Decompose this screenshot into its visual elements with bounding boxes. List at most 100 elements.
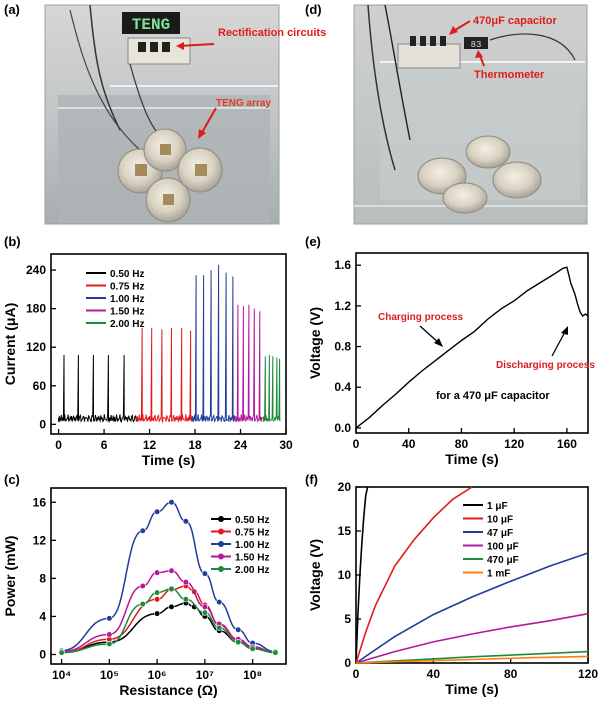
power-point-0.75Hz: [154, 596, 161, 603]
power-point-2.00Hz: [249, 645, 256, 652]
x-tick-label-b: 0: [55, 438, 62, 452]
legend-label-c: 1.50 Hz: [235, 553, 269, 564]
charge-curve-47μF: [355, 552, 589, 664]
x-tick-label-b: 18: [188, 438, 202, 452]
power-point-1.00Hz: [182, 518, 189, 525]
x-tick-label-e: 40: [402, 437, 416, 451]
annotation-discharging: Discharging process: [496, 360, 595, 371]
legend-label-f: 470 μF: [487, 555, 519, 566]
y-tick-label-b: 120: [26, 340, 46, 354]
charge-curve-100μF: [355, 612, 589, 664]
legend-label-c: 1.00 Hz: [235, 540, 269, 551]
chart-c: 10⁴ 10⁵ 10⁶ 10⁷ 10⁸ 0 4 8 12 16 Resistance (Ω) Powe…: [2, 487, 287, 698]
legend-label-f: 47 μF: [487, 528, 513, 539]
photo-d: 83 470μF capacitor Thermometer: [353, 4, 588, 225]
x-tick-label-e: 120: [504, 437, 524, 451]
led-display-text: TENG: [132, 16, 170, 34]
current-series-1.00Hz: [191, 264, 236, 423]
power-point-1.00Hz: [201, 570, 208, 577]
power-point-1.00Hz: [106, 615, 113, 622]
y-tick-label-c: 0: [39, 647, 46, 661]
y-tick-label-f: 0: [344, 656, 351, 670]
y-tick-label-c: 4: [39, 609, 46, 623]
x-axis-title-b: Time (s): [142, 452, 195, 468]
power-point-2.00Hz: [154, 589, 161, 596]
panel-label-b: (b): [4, 234, 21, 249]
x-tick-label-f: 120: [578, 667, 598, 681]
y-tick-label-f: 5: [344, 612, 351, 626]
photo-a: TENG Rectification circuits TENG array: [44, 4, 326, 225]
annotation-charging: Charging process: [378, 312, 463, 323]
legend-label-b: 0.75 Hz: [110, 282, 144, 293]
legend-marker-c: [218, 553, 224, 560]
panel-label-a: (a): [4, 2, 20, 17]
arrowhead-discharging: [561, 326, 568, 335]
power-point-0.50Hz: [168, 603, 175, 611]
y-tick-label-e: 0.0: [334, 421, 351, 435]
x-axis-title-f: Time (s): [445, 681, 498, 697]
y-tick-label-b: 180: [26, 302, 46, 316]
power-point-2.00Hz: [58, 649, 65, 656]
power-point-2.00Hz: [139, 600, 146, 608]
thermometer-display: 83: [471, 40, 482, 50]
legend-marker-c: [218, 528, 224, 535]
legend-label-f: 1 μF: [487, 501, 508, 512]
power-point-2.00Hz: [272, 649, 279, 656]
power-curve-2.00Hz: [61, 588, 276, 654]
x-tick-label-b: 6: [101, 438, 108, 452]
power-point-1.50Hz: [168, 567, 175, 574]
plot-frame-b: [50, 253, 287, 435]
x-tick-label-c: 10⁶: [148, 668, 167, 682]
power-point-2.00Hz: [216, 624, 223, 631]
y-tick-label-c: 8: [39, 571, 46, 585]
power-point-1.00Hz: [154, 508, 161, 515]
charge-curve-1μF: [355, 486, 369, 664]
y-tick-label-e: 1.2: [334, 299, 351, 313]
power-point-1.00Hz: [139, 527, 146, 534]
power-point-1.00Hz: [235, 626, 242, 633]
annotation-teng-array: TENG array: [216, 98, 271, 109]
x-tick-label-f: 40: [427, 667, 441, 681]
chart-e: 0 40 80 120 160 0.0 0.4 0.8 1.2 1.6 Time (s) Voltag…: [307, 252, 595, 467]
x-tick-label-c: 10⁵: [100, 668, 119, 682]
legend-label-b: 2.00 Hz: [110, 319, 144, 330]
legend-label-c: 0.50 Hz: [235, 515, 269, 526]
x-tick-label-c: 10⁷: [196, 668, 214, 682]
panel-label-e: (e): [305, 234, 321, 249]
x-tick-label-f: 80: [504, 667, 518, 681]
arrowhead-charging: [434, 338, 443, 347]
x-tick-label-c: 10⁸: [243, 668, 262, 682]
y-axis-title-e: Voltage (V): [307, 307, 323, 379]
panel-label-c: (c): [4, 472, 20, 487]
power-point-1.50Hz: [106, 631, 113, 638]
x-tick-label-e: 0: [353, 437, 360, 451]
charge-curve-10μF: [355, 486, 473, 664]
panel-a: (a) TENG: [4, 2, 326, 225]
y-tick-label-e: 1.6: [334, 258, 351, 272]
y-tick-label-c: 12: [33, 533, 47, 547]
power-point-1.50Hz: [182, 579, 189, 586]
panel-label-d: (d): [305, 2, 322, 17]
x-axis-title-c: Resistance (Ω): [119, 682, 217, 698]
power-point-2.00Hz: [168, 585, 175, 592]
x-tick-label-b: 24: [234, 438, 248, 452]
current-series-2.00Hz: [262, 354, 281, 423]
power-point-1.00Hz: [168, 499, 175, 506]
x-tick-label-b: 12: [143, 438, 157, 452]
current-series-0.75Hz: [136, 327, 193, 424]
y-axis-title-f: Voltage (V): [307, 539, 323, 611]
charge-curve-470μF: [355, 650, 589, 664]
current-series-0.50Hz: [58, 354, 137, 424]
panel-label-f: (f): [305, 472, 318, 487]
legend-marker-c: [218, 516, 224, 522]
legend-label-c: 0.75 Hz: [235, 528, 269, 539]
y-axis-title-c: Power (mW): [2, 536, 18, 617]
y-tick-label-b: 0: [39, 417, 46, 431]
y-tick-label-c: 16: [33, 495, 47, 509]
chart-f: 0 40 80 120 0 5 10 15 20 Time (s) Voltage (V) 1 μF 1…: [307, 480, 598, 697]
power-point-1.00Hz: [216, 599, 223, 606]
y-tick-label-f: 10: [338, 568, 352, 582]
annotation-thermometer: Thermometer: [474, 69, 545, 81]
current-series-1.50Hz: [234, 304, 264, 423]
